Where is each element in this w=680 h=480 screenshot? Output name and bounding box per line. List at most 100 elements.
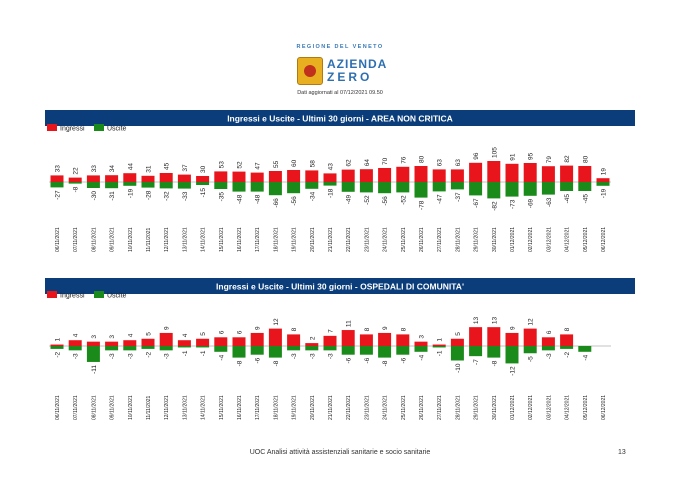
- data-label-uscite: -48: [237, 194, 244, 204]
- data-label-uscite: -69: [528, 198, 535, 208]
- data-label-ingressi: 80: [419, 155, 426, 163]
- data-label-uscite: -8: [237, 360, 244, 366]
- legend-swatch-0: [47, 124, 57, 131]
- data-label-ingressi: 37: [182, 164, 189, 172]
- data-label-uscite: -27: [55, 190, 62, 200]
- x-tick-label: 04/12/2021: [565, 395, 571, 420]
- data-label-ingressi: 3: [419, 335, 426, 339]
- brand-line1: AZIENDA: [327, 57, 388, 71]
- bar-uscite: [469, 346, 483, 357]
- x-tick-label: 29/11/2021: [474, 227, 480, 252]
- x-tick-label: 08/11/2021: [91, 395, 97, 420]
- update-timestamp: Dati aggiornati al 07/12/2021 09.50: [297, 90, 383, 96]
- bar-uscite: [578, 346, 592, 352]
- bar-ingressi: [541, 166, 555, 182]
- data-label-ingressi: 45: [164, 162, 171, 170]
- bar-uscite: [232, 346, 246, 358]
- data-label-uscite: -35: [218, 192, 225, 202]
- bar-ingressi: [141, 175, 155, 182]
- data-label-ingressi: 63: [437, 159, 444, 167]
- bar-uscite: [305, 182, 319, 189]
- bar-ingressi: [432, 169, 446, 182]
- bar-ingressi: [177, 340, 191, 346]
- data-label-ingressi: 30: [200, 165, 207, 173]
- data-label-ingressi: 76: [400, 156, 407, 164]
- data-label-ingressi: 19: [601, 168, 608, 176]
- data-label-uscite: -4: [218, 354, 225, 360]
- x-tick-label: 23/11/2021: [364, 227, 370, 252]
- bar-uscite: [396, 182, 410, 193]
- bar-uscite: [523, 346, 537, 354]
- data-label-ingressi: 6: [546, 330, 553, 334]
- bar-uscite: [469, 182, 483, 196]
- bar-ingressi: [86, 341, 100, 346]
- x-tick-label: 15/11/2021: [219, 395, 225, 420]
- data-label-ingressi: 3: [91, 335, 98, 339]
- data-label-uscite: -4: [582, 354, 589, 360]
- bar-ingressi: [50, 175, 64, 182]
- bar-ingressi: [596, 178, 610, 182]
- x-tick-label: 25/11/2021: [401, 227, 407, 252]
- data-label-uscite: -10: [455, 363, 462, 373]
- data-label-uscite: -19: [601, 188, 608, 198]
- bar-ingressi: [523, 163, 537, 182]
- bar-uscite: [505, 346, 519, 364]
- x-tick-label: 06/11/2021: [55, 227, 61, 252]
- data-label-uscite: -66: [273, 198, 280, 208]
- chart-title: Ingressi e Uscite - Ultimi 30 giorni - A…: [227, 114, 453, 124]
- bar-uscite: [578, 182, 592, 191]
- data-label-ingressi: 4: [182, 333, 189, 337]
- data-label-uscite: -3: [73, 353, 80, 359]
- data-label-uscite: -73: [510, 199, 517, 209]
- bar-ingressi: [487, 327, 501, 346]
- data-label-ingressi: 8: [400, 327, 407, 331]
- bar-uscite: [505, 182, 519, 197]
- data-label-uscite: -3: [309, 353, 316, 359]
- bar-ingressi: [123, 173, 137, 182]
- bar-uscite: [196, 346, 210, 348]
- bar-ingressi: [487, 161, 501, 182]
- bar-ingressi: [450, 338, 464, 346]
- data-label-uscite: -32: [164, 191, 171, 201]
- bar-uscite: [86, 346, 100, 362]
- bar-ingressi: [560, 165, 574, 182]
- data-label-ingressi: 22: [73, 167, 80, 175]
- data-label-ingressi: 55: [273, 160, 280, 168]
- bar-ingressi: [196, 338, 210, 346]
- legend-label-0: Ingressi: [60, 293, 85, 300]
- x-tick-label: 02/12/2021: [528, 395, 534, 420]
- bar-uscite: [250, 182, 264, 192]
- x-tick-label: 30/11/2021: [492, 227, 498, 252]
- bar-uscite: [450, 346, 464, 361]
- bar-ingressi: [469, 162, 483, 182]
- x-tick-label: 10/11/2021: [128, 227, 134, 252]
- data-label-uscite: -45: [582, 194, 589, 204]
- x-tick-label: 17/11/2021: [255, 227, 261, 252]
- bar-uscite: [268, 346, 282, 358]
- bar-uscite: [232, 182, 246, 192]
- bar-uscite: [450, 182, 464, 190]
- bar-ingressi: [560, 334, 574, 346]
- bar-uscite: [341, 182, 355, 192]
- bar-ingressi: [287, 334, 301, 346]
- data-label-uscite: -7: [473, 359, 480, 365]
- data-label-uscite: -3: [164, 353, 171, 359]
- data-label-ingressi: 3: [109, 335, 116, 339]
- x-tick-label: 21/11/2021: [328, 395, 334, 420]
- bar-ingressi: [396, 166, 410, 182]
- x-tick-label: 20/11/2021: [310, 395, 316, 420]
- lion-seal-icon: [297, 57, 323, 85]
- x-tick-label: 11/11/2021: [146, 227, 152, 252]
- bar-uscite: [141, 346, 155, 349]
- bar-uscite: [159, 182, 173, 189]
- data-label-uscite: -78: [419, 200, 426, 210]
- data-label-uscite: -45: [564, 194, 571, 204]
- data-label-uscite: -31: [109, 191, 116, 201]
- data-label-uscite: -15: [200, 188, 207, 198]
- bar-ingressi: [432, 344, 446, 346]
- data-label-ingressi: 6: [237, 330, 244, 334]
- bar-ingressi: [323, 173, 337, 182]
- legend-swatch-1: [94, 124, 104, 131]
- x-tick-label: 19/11/2021: [292, 227, 298, 252]
- page-number: 13: [618, 449, 626, 456]
